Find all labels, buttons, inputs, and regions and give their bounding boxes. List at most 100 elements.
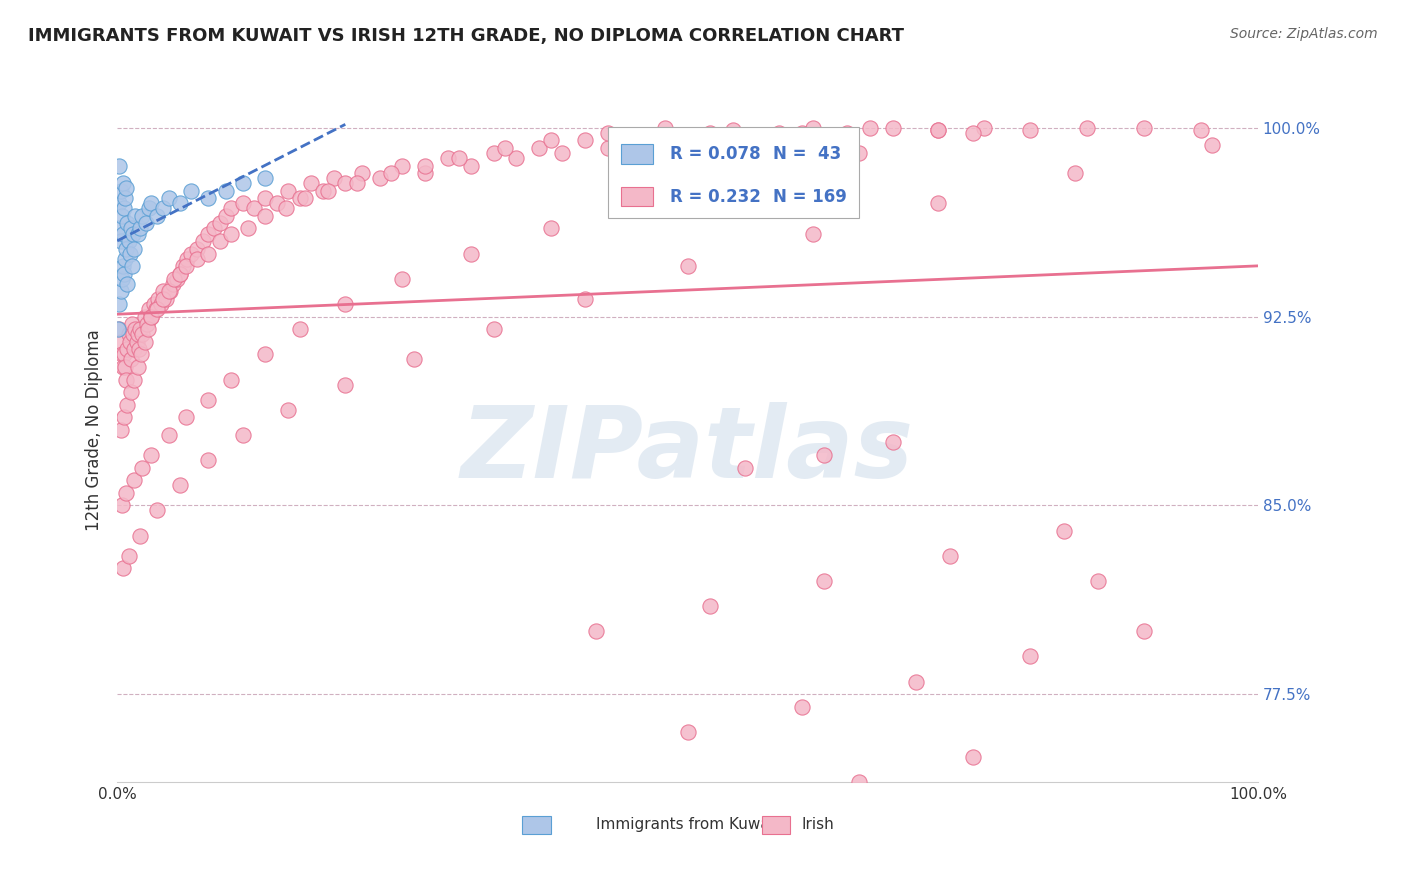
- Point: [813, 448, 835, 462]
- Point: [157, 191, 180, 205]
- Point: [529, 141, 551, 155]
- Point: [169, 267, 191, 281]
- Point: [110, 234, 132, 248]
- Point: [197, 453, 219, 467]
- Point: [180, 184, 202, 198]
- FancyBboxPatch shape: [607, 127, 859, 219]
- Point: [368, 171, 391, 186]
- Point: [121, 317, 143, 331]
- Point: [676, 259, 699, 273]
- Point: [254, 191, 277, 205]
- Point: [208, 216, 231, 230]
- Point: [790, 126, 813, 140]
- Point: [111, 259, 134, 273]
- Point: [124, 209, 146, 223]
- Point: [112, 202, 135, 216]
- Point: [316, 184, 339, 198]
- Y-axis label: 12th Grade, No Diploma: 12th Grade, No Diploma: [86, 329, 103, 531]
- Point: [117, 343, 139, 357]
- Point: [108, 196, 131, 211]
- Point: [146, 301, 169, 316]
- Point: [676, 725, 699, 739]
- Point: [121, 259, 143, 273]
- Point: [108, 322, 131, 336]
- Point: [129, 221, 152, 235]
- Point: [112, 410, 135, 425]
- Point: [118, 334, 141, 349]
- Point: [162, 277, 184, 291]
- Point: [186, 242, 208, 256]
- Point: [127, 359, 149, 374]
- Point: [882, 120, 904, 135]
- Point: [159, 285, 181, 299]
- Point: [699, 599, 721, 613]
- Point: [142, 297, 165, 311]
- Point: [801, 120, 824, 135]
- Point: [111, 561, 134, 575]
- Point: [631, 131, 654, 145]
- Text: ZIPatlas: ZIPatlas: [461, 402, 914, 500]
- Point: [848, 145, 870, 160]
- Point: [927, 123, 949, 137]
- Point: [801, 227, 824, 241]
- Point: [174, 259, 197, 273]
- Point: [117, 327, 139, 342]
- Text: Source: ZipAtlas.com: Source: ZipAtlas.com: [1230, 27, 1378, 41]
- Point: [266, 196, 288, 211]
- Point: [214, 209, 236, 223]
- Point: [110, 423, 132, 437]
- Text: R = 0.078: R = 0.078: [671, 145, 761, 163]
- Point: [927, 123, 949, 137]
- Point: [1053, 524, 1076, 538]
- Point: [108, 297, 131, 311]
- Point: [124, 372, 146, 386]
- Point: [120, 221, 142, 235]
- Point: [413, 159, 436, 173]
- Point: [540, 133, 562, 147]
- Point: [148, 292, 170, 306]
- Point: [111, 227, 134, 241]
- Point: [138, 301, 160, 316]
- Point: [391, 272, 413, 286]
- Point: [882, 435, 904, 450]
- Point: [335, 377, 357, 392]
- Point: [197, 191, 219, 205]
- Point: [232, 176, 254, 190]
- Point: [413, 166, 436, 180]
- Point: [127, 327, 149, 342]
- Point: [172, 259, 194, 273]
- Point: [208, 234, 231, 248]
- Point: [117, 234, 139, 248]
- Point: [124, 473, 146, 487]
- Point: [540, 221, 562, 235]
- Point: [734, 460, 756, 475]
- FancyBboxPatch shape: [522, 816, 551, 834]
- Point: [219, 227, 242, 241]
- Point: [790, 699, 813, 714]
- Point: [174, 410, 197, 425]
- Point: [118, 246, 141, 260]
- FancyBboxPatch shape: [621, 186, 654, 206]
- Point: [596, 141, 619, 155]
- Point: [124, 242, 146, 256]
- Point: [837, 126, 859, 140]
- Point: [112, 347, 135, 361]
- Point: [1201, 138, 1223, 153]
- Point: [135, 216, 157, 230]
- Point: [152, 285, 174, 299]
- Point: [813, 574, 835, 588]
- Point: [134, 310, 156, 324]
- Point: [973, 120, 995, 135]
- Point: [1018, 123, 1040, 137]
- Point: [904, 674, 927, 689]
- Point: [129, 528, 152, 542]
- Point: [115, 181, 138, 195]
- Point: [734, 131, 756, 145]
- Point: [191, 234, 214, 248]
- Point: [482, 322, 505, 336]
- Point: [243, 202, 266, 216]
- Point: [117, 398, 139, 412]
- Point: [117, 549, 139, 563]
- Point: [335, 297, 357, 311]
- Point: [197, 227, 219, 241]
